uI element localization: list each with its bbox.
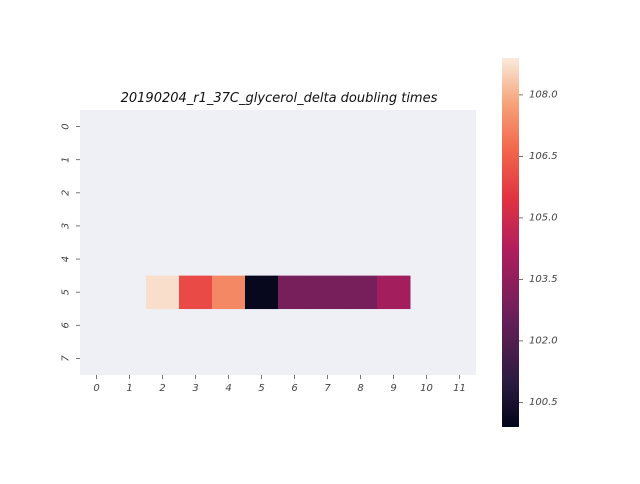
heatmap-cell [377,275,411,310]
colorbar-ticks: 100.5 102.0 103.5 105.0 106.5 108.0 [519,89,558,408]
x-tick-label: 6 [291,383,297,394]
x-tick-label: 5 [258,383,264,394]
heatmap-cell [245,275,279,310]
x-tick-label: 8 [357,383,363,394]
y-tick-label: 6 [61,322,72,328]
heatmap-cell [179,275,213,310]
colorbar-tick-label: 102.0 [529,335,558,346]
heatmap-plot-area [80,110,476,375]
heatmap-cell [311,275,345,310]
y-tick-label: 3 [61,223,72,229]
y-tick-label: 1 [61,157,72,163]
y-tick-label: 4 [61,256,72,262]
heatmap-cell [278,275,312,310]
heatmap-cells [146,275,411,310]
y-tick-label: 0 [61,123,72,129]
y-tick-label: 2 [61,190,72,196]
colorbar-tick-label: 108.0 [529,89,558,100]
x-tick-label: 0 [93,383,99,394]
colorbar [502,58,519,427]
x-tick-label: 9 [390,383,396,394]
colorbar-tick-label: 103.5 [529,274,558,285]
x-tick-label: 7 [324,383,331,394]
heatmap-cell [344,275,378,310]
x-tick-label: 4 [225,383,231,394]
colorbar-tick-label: 106.5 [529,151,558,162]
chart-title: 20190204_r1_37C_glycerol_delta doubling … [121,91,438,106]
x-tick-label: 11 [453,383,466,394]
colorbar-tick-label: 105.0 [529,212,558,223]
colorbar-tick-label: 100.5 [529,397,558,408]
heatmap-cell [212,275,246,310]
y-axis-ticks: 0 1 2 3 4 5 6 7 [61,123,80,362]
y-tick-label: 5 [61,289,72,295]
x-tick-label: 10 [420,383,433,394]
x-axis-ticks: 0 1 2 3 4 5 6 7 8 9 10 11 [93,375,466,394]
heatmap-cell [146,275,180,310]
y-tick-label: 7 [61,355,72,362]
x-tick-label: 3 [192,383,198,394]
x-tick-label: 1 [126,383,132,394]
x-tick-label: 2 [159,383,165,394]
